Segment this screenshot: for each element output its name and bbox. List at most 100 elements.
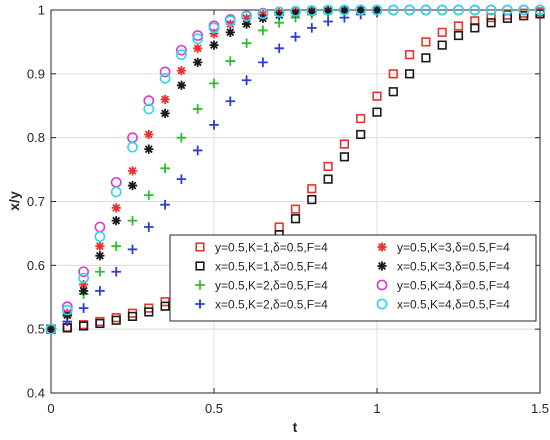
legend-box — [169, 234, 537, 322]
data-point — [127, 141, 138, 153]
data-point — [290, 5, 301, 17]
y-tick-label: 0.7 — [27, 194, 45, 209]
legend-label: x=0.5,K=1,δ=0.5,F=4 — [215, 260, 328, 274]
data-point — [323, 16, 333, 27]
data-point — [323, 174, 333, 184]
data-point — [387, 4, 399, 16]
x-tick-label: 1.5 — [531, 401, 549, 416]
data-point — [110, 186, 122, 198]
data-point — [78, 272, 89, 284]
data-point — [95, 251, 105, 261]
data-point — [127, 180, 138, 191]
data-point — [421, 53, 431, 63]
data-point — [339, 139, 350, 149]
data-point — [274, 10, 284, 20]
legend-marker — [195, 280, 205, 290]
series-4 — [46, 7, 382, 334]
data-point — [307, 184, 317, 194]
data-point — [306, 5, 318, 17]
data-point — [111, 241, 121, 251]
data-point — [338, 4, 350, 16]
data-point — [486, 18, 496, 28]
series-group — [45, 4, 546, 335]
data-point — [290, 204, 301, 214]
data-point — [94, 221, 106, 233]
data-point — [307, 7, 317, 17]
data-point — [322, 4, 334, 16]
data-point — [290, 32, 301, 42]
data-point — [144, 129, 154, 140]
y-tick-label: 1 — [38, 3, 45, 18]
data-point — [209, 40, 219, 50]
x-tick-label: 0 — [47, 401, 54, 416]
data-point — [339, 152, 350, 162]
x-axis-label: t — [293, 419, 298, 435]
axis-ticks: 0 0.5 1 1.5 0.4 0.5 0.6 0.7 0.8 0.9 1 — [27, 3, 549, 417]
data-point — [356, 113, 366, 124]
data-point — [404, 4, 415, 16]
data-point — [290, 8, 301, 18]
y-tick-label: 0.4 — [27, 386, 45, 401]
legend-marker — [195, 261, 205, 271]
data-point — [224, 15, 236, 27]
legend-label: y=0.5,K=4,δ=0.5,F=4 — [397, 279, 510, 293]
x-tick-label: 1 — [373, 401, 380, 416]
data-point — [209, 29, 219, 39]
data-point — [307, 194, 317, 205]
data-point — [274, 222, 284, 232]
data-point — [372, 91, 382, 101]
legend-marker — [376, 279, 388, 291]
data-point — [95, 266, 105, 277]
data-point — [339, 6, 349, 16]
data-point — [242, 13, 252, 23]
data-point — [274, 43, 284, 54]
data-point — [225, 96, 236, 107]
series-8 — [45, 4, 546, 335]
data-point — [95, 318, 105, 329]
data-point — [469, 4, 481, 16]
y-tick-label: 0.6 — [27, 258, 45, 273]
data-point — [175, 49, 187, 61]
data-point — [356, 129, 366, 140]
data-point — [404, 50, 415, 60]
data-point — [257, 8, 269, 20]
data-point — [208, 22, 220, 34]
data-point — [242, 19, 252, 29]
grid — [51, 10, 540, 393]
data-point — [501, 4, 513, 16]
data-point — [160, 199, 170, 210]
data-point — [144, 307, 154, 317]
data-point — [209, 120, 219, 130]
data-point — [193, 57, 203, 67]
data-point — [143, 95, 155, 107]
data-point — [534, 4, 546, 16]
legend-marker — [377, 261, 387, 271]
data-point — [241, 38, 252, 48]
data-point — [61, 304, 73, 316]
data-point — [453, 4, 464, 16]
legend-label: x=0.5,K=4,δ=0.5,F=4 — [397, 298, 510, 312]
data-point — [78, 303, 89, 313]
data-point — [323, 161, 333, 171]
data-point — [193, 43, 203, 53]
data-point — [176, 132, 187, 143]
data-point — [225, 56, 236, 66]
data-point — [95, 286, 105, 296]
data-point — [258, 57, 268, 68]
data-point — [160, 94, 170, 104]
data-point — [372, 107, 382, 117]
data-point — [404, 69, 415, 79]
data-point — [127, 311, 138, 322]
data-point — [159, 72, 171, 84]
data-point — [437, 40, 447, 50]
data-point — [79, 279, 89, 290]
legend-marker — [377, 242, 387, 252]
data-point — [111, 203, 121, 213]
data-point — [420, 4, 432, 16]
data-point — [46, 324, 56, 334]
data-point — [127, 244, 138, 255]
data-point — [111, 216, 121, 226]
data-point — [45, 323, 57, 335]
legend-label: x=0.5,K=3,δ=0.5,F=4 — [397, 260, 510, 274]
